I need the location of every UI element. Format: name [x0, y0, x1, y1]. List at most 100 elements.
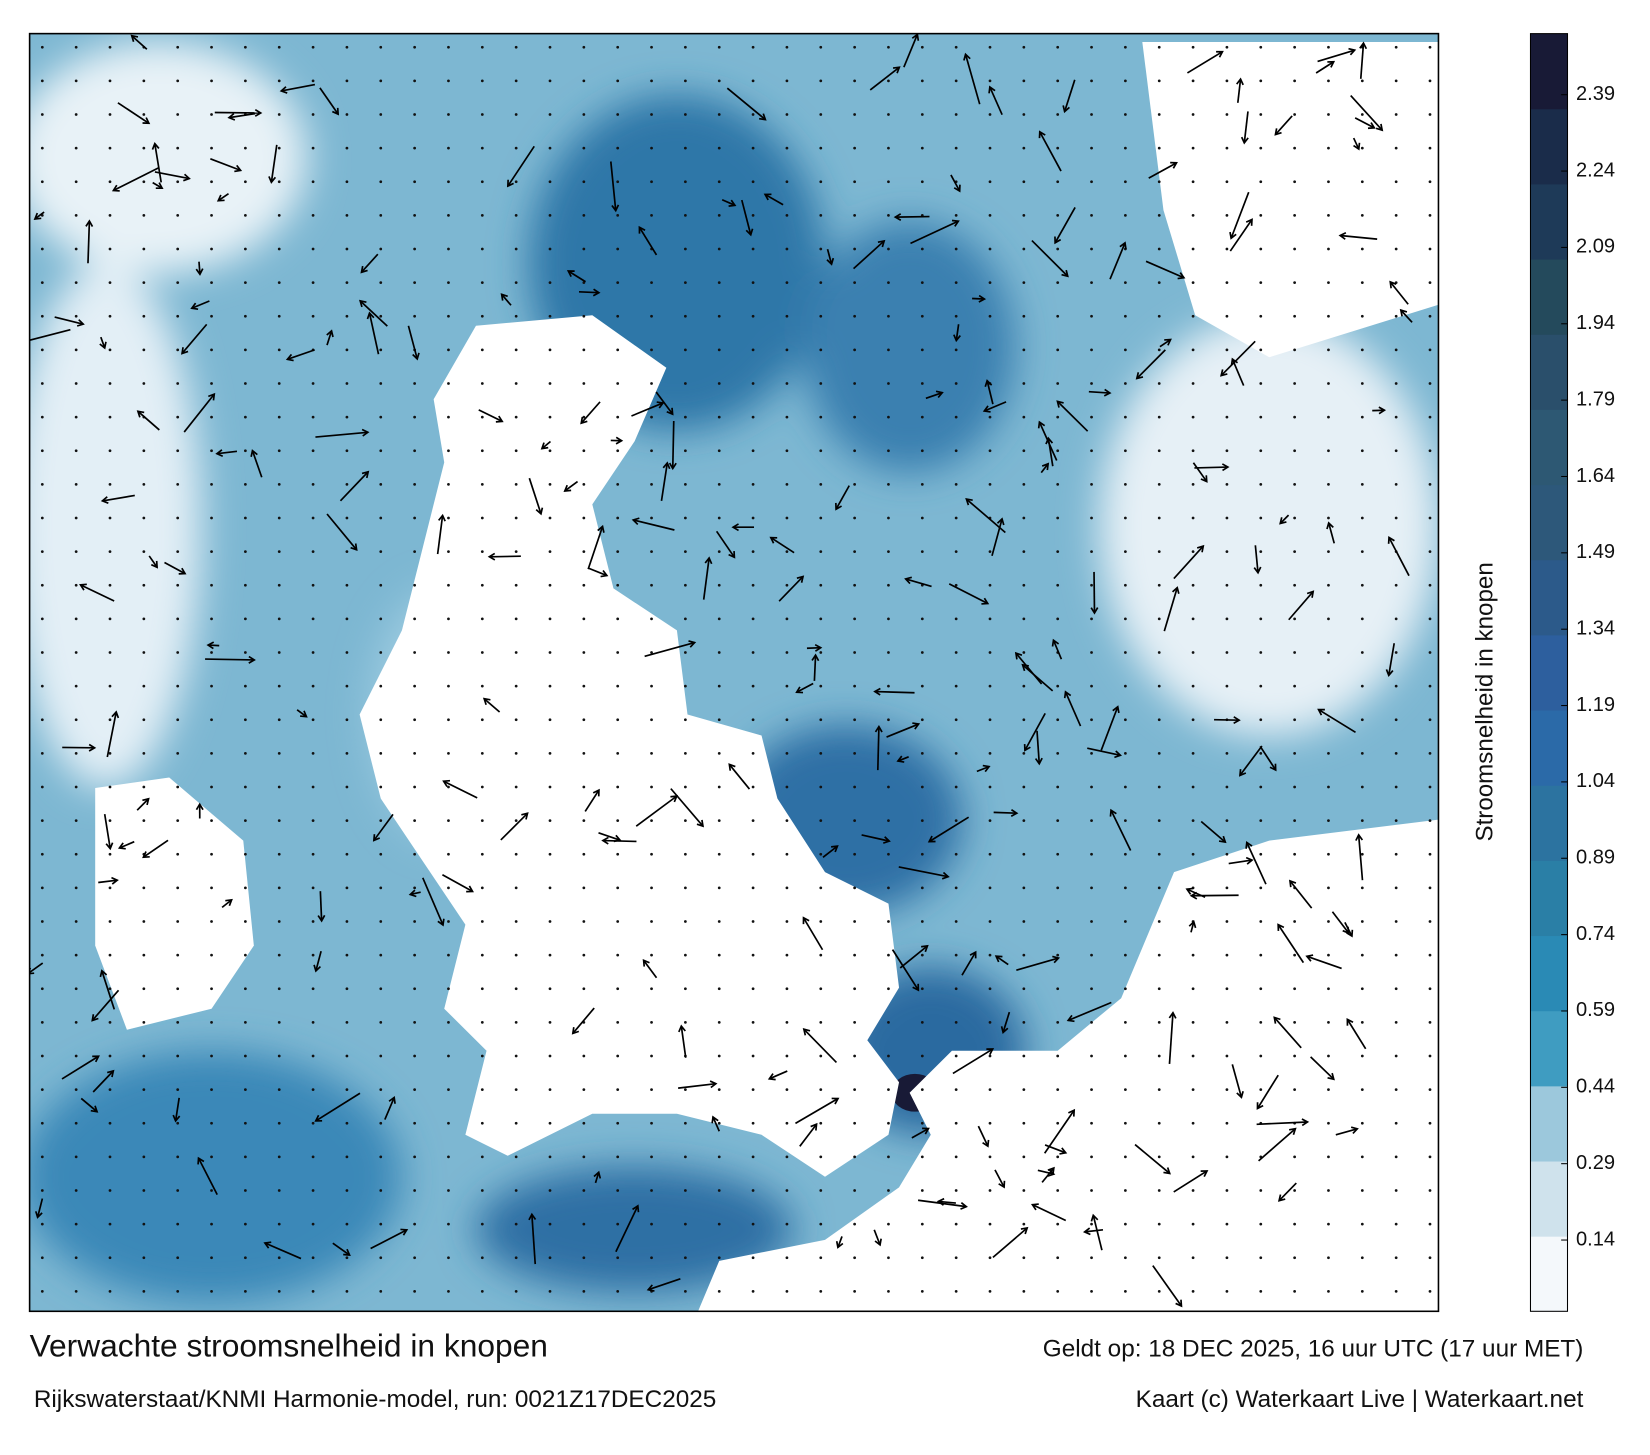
dot	[1090, 1088, 1093, 1091]
dot	[887, 1122, 890, 1125]
dot	[142, 550, 145, 553]
dot	[1327, 1189, 1330, 1192]
dot	[989, 1122, 992, 1125]
dot	[989, 214, 992, 217]
dot	[921, 315, 924, 318]
dot	[921, 46, 924, 49]
dot	[921, 550, 924, 553]
dot	[549, 416, 552, 419]
dot	[379, 46, 382, 49]
dot	[1327, 449, 1330, 452]
dot	[481, 46, 484, 49]
dot	[887, 416, 890, 419]
dot	[1259, 1088, 1262, 1091]
dot	[346, 214, 349, 217]
dot	[447, 954, 450, 957]
dot	[1361, 1189, 1364, 1192]
dot	[786, 214, 789, 217]
dot	[1259, 1290, 1262, 1293]
dot	[1056, 584, 1059, 587]
dot	[1293, 483, 1296, 486]
dot	[1124, 483, 1127, 486]
dot	[244, 214, 247, 217]
dot	[1226, 147, 1229, 150]
dot	[752, 752, 755, 755]
dot	[244, 886, 247, 889]
dot	[921, 1189, 924, 1192]
dot	[1158, 1021, 1161, 1024]
dot	[1327, 651, 1330, 654]
dot	[346, 550, 349, 553]
dot	[481, 248, 484, 251]
dot	[1259, 214, 1262, 217]
dot	[1361, 1256, 1364, 1259]
dot	[1192, 382, 1195, 385]
dot	[786, 987, 789, 990]
dot	[786, 886, 789, 889]
dot	[481, 651, 484, 654]
dot	[582, 449, 585, 452]
dot	[1192, 517, 1195, 520]
dot	[989, 886, 992, 889]
dot	[853, 853, 856, 856]
dot	[515, 517, 518, 520]
dot	[1022, 349, 1025, 352]
dot	[210, 1122, 213, 1125]
dot	[278, 248, 281, 251]
dot	[346, 853, 349, 856]
dot	[176, 1122, 179, 1125]
dot	[1293, 517, 1296, 520]
dot	[41, 651, 44, 654]
dot	[447, 180, 450, 183]
dot	[684, 416, 687, 419]
dot	[921, 382, 924, 385]
dot	[1429, 382, 1432, 385]
dot	[1022, 752, 1025, 755]
dot	[752, 1256, 755, 1259]
dot	[1090, 819, 1093, 822]
dot	[210, 954, 213, 957]
dot	[1327, 1223, 1330, 1226]
dot	[75, 584, 78, 587]
dot	[1192, 1122, 1195, 1125]
dot	[718, 550, 721, 553]
dot	[312, 214, 315, 217]
dot	[1259, 954, 1262, 957]
dot	[75, 315, 78, 318]
dot	[786, 248, 789, 251]
dot	[582, 987, 585, 990]
dot	[1395, 685, 1398, 688]
dot	[1361, 718, 1364, 721]
dot	[989, 1021, 992, 1024]
dot	[1022, 416, 1025, 419]
dot	[1293, 113, 1296, 116]
dot	[244, 752, 247, 755]
dot	[346, 281, 349, 284]
dot	[1192, 786, 1195, 789]
dot	[819, 517, 822, 520]
dot	[210, 718, 213, 721]
dot	[1293, 1155, 1296, 1158]
dot	[1056, 752, 1059, 755]
dot	[278, 1155, 281, 1158]
dot	[1022, 718, 1025, 721]
dot	[684, 1155, 687, 1158]
dot	[176, 46, 179, 49]
colorbar-tick-label: 1.64	[1576, 465, 1615, 487]
dot	[1090, 1189, 1093, 1192]
dot	[1293, 46, 1296, 49]
dot	[1022, 1155, 1025, 1158]
dot	[887, 214, 890, 217]
dot	[447, 1290, 450, 1293]
dot	[853, 248, 856, 251]
dot	[718, 618, 721, 621]
dot	[718, 1223, 721, 1226]
dot	[447, 987, 450, 990]
dot	[142, 248, 145, 251]
dot	[1429, 1088, 1432, 1091]
dot	[786, 517, 789, 520]
dot	[41, 449, 44, 452]
dot	[955, 920, 958, 923]
dot	[176, 449, 179, 452]
dot	[1056, 382, 1059, 385]
